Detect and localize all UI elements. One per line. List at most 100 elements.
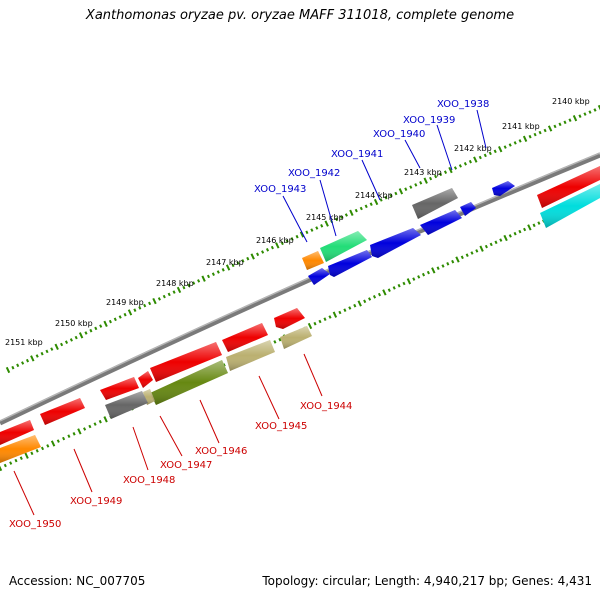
leader-line xyxy=(361,159,381,201)
leader-line xyxy=(199,399,220,444)
scale-dot xyxy=(99,324,103,328)
scale-dot xyxy=(538,130,542,135)
leader-line xyxy=(73,448,93,493)
tick-label-2142: 2142 kbp xyxy=(454,144,492,153)
scale-dot xyxy=(30,355,35,362)
scale-dot xyxy=(448,166,453,174)
scale-dot xyxy=(318,319,322,324)
scale-dot xyxy=(299,231,305,238)
scale-dot xyxy=(558,122,562,127)
gene-arrow-gloss xyxy=(420,210,462,235)
scale-dot xyxy=(30,451,34,456)
gene-arrow-gloss xyxy=(537,166,600,208)
scale-dot xyxy=(3,463,7,468)
leader-line xyxy=(404,139,421,169)
tick-label-2151: 2151 kbp xyxy=(5,338,43,347)
scale-dot xyxy=(201,275,206,282)
scale-dot xyxy=(270,245,274,250)
gene-label-xoo-1942[interactable]: XOO_1942 xyxy=(288,168,340,179)
scale-dot xyxy=(537,221,541,225)
scale-dot xyxy=(35,354,39,358)
leader-line xyxy=(476,109,487,149)
scale-dot xyxy=(133,308,137,312)
leader-line xyxy=(258,375,280,420)
scale-dot xyxy=(103,416,108,423)
tick-label-2147: 2147 kbp xyxy=(206,258,244,267)
scale-dot xyxy=(225,264,231,271)
gene-label-xoo-1944[interactable]: XOO_1944 xyxy=(300,401,352,412)
gene-arrow-gloss xyxy=(492,181,515,196)
gene-label-xoo-1950[interactable]: XOO_1950 xyxy=(9,519,61,530)
gene-label-xoo-1949[interactable]: XOO_1949 xyxy=(70,496,122,507)
scale-dot xyxy=(152,297,157,305)
scale-dot xyxy=(426,270,430,275)
scale-dot xyxy=(583,112,587,116)
scale-dot xyxy=(348,306,352,310)
scale-dot xyxy=(162,294,166,299)
scale-dot xyxy=(167,292,171,297)
scale-dot xyxy=(324,220,329,227)
scale-dot xyxy=(523,227,527,232)
gene-label-xoo-1946[interactable]: XOO_1946 xyxy=(195,446,247,457)
scale-dot xyxy=(157,297,161,301)
tick-label-2148: 2148 kbp xyxy=(156,279,194,288)
gene-arrow-gloss xyxy=(308,268,330,285)
scale-dot xyxy=(493,149,497,154)
scale-dot xyxy=(0,464,3,472)
scale-dot xyxy=(406,278,412,285)
gene-label-xoo-1945[interactable]: XOO_1945 xyxy=(255,421,307,432)
gene-label-xoo-1948[interactable]: XOO_1948 xyxy=(123,475,175,486)
scale-dot xyxy=(419,181,423,185)
scale-dot xyxy=(597,104,600,112)
scale-dot xyxy=(528,134,532,139)
scale-dot xyxy=(392,286,396,290)
scale-dot xyxy=(89,328,93,333)
scale-dot xyxy=(9,461,13,465)
scale-dot xyxy=(572,115,578,122)
scale-dot xyxy=(211,272,215,276)
scale-dot xyxy=(339,215,344,219)
scale-dot xyxy=(372,295,377,299)
gene-label-xoo-1941[interactable]: XOO_1941 xyxy=(331,149,383,160)
scale-dot xyxy=(83,427,87,431)
gene-label-xoo-1939[interactable]: XOO_1939 xyxy=(403,115,455,126)
scale-dot xyxy=(280,241,284,246)
scale-dot xyxy=(522,135,528,142)
gene-arrow-gloss xyxy=(0,420,34,445)
tick-label-2140: 2140 kbp xyxy=(552,97,590,106)
scale-dot xyxy=(446,262,450,266)
gene-arrow-gloss xyxy=(328,250,372,277)
scale-dot xyxy=(305,230,309,235)
gene-arrow-gloss xyxy=(100,377,139,400)
scale-dot xyxy=(364,204,368,209)
gene-arrow-gloss xyxy=(370,228,421,258)
scale-dot xyxy=(285,239,289,243)
scale-dot xyxy=(278,337,282,342)
gene-label-xoo-1940[interactable]: XOO_1940 xyxy=(373,129,425,140)
scale-dot xyxy=(503,145,507,149)
scale-dot xyxy=(256,252,260,257)
gene-arrow-gloss xyxy=(222,323,268,352)
gene-label-xoo-1938[interactable]: XOO_1938 xyxy=(437,99,489,110)
scale-dot xyxy=(484,244,488,249)
scale-dot xyxy=(25,358,30,363)
scale-dot xyxy=(103,320,108,327)
scale-dot xyxy=(64,340,69,344)
gene-label-xoo-1943[interactable]: XOO_1943 xyxy=(254,184,306,195)
scale-dot xyxy=(387,288,391,292)
gene-arrow-gloss xyxy=(226,340,275,371)
gene-label-xoo-1947[interactable]: XOO_1947 xyxy=(160,460,212,471)
accession-text: Accession: NC_007705 xyxy=(9,574,146,588)
scale-dot xyxy=(353,303,357,308)
scale-dot xyxy=(11,365,15,370)
scale-dot xyxy=(402,281,406,286)
scale-dot xyxy=(458,164,462,168)
scale-dot xyxy=(473,156,478,163)
scale-dot xyxy=(417,275,421,279)
scale-dot xyxy=(16,363,20,368)
scale-dot xyxy=(404,187,408,191)
scale-dot xyxy=(532,223,536,228)
scale-dot xyxy=(176,286,182,294)
scale-dot xyxy=(216,270,220,274)
leader-line xyxy=(303,353,323,397)
